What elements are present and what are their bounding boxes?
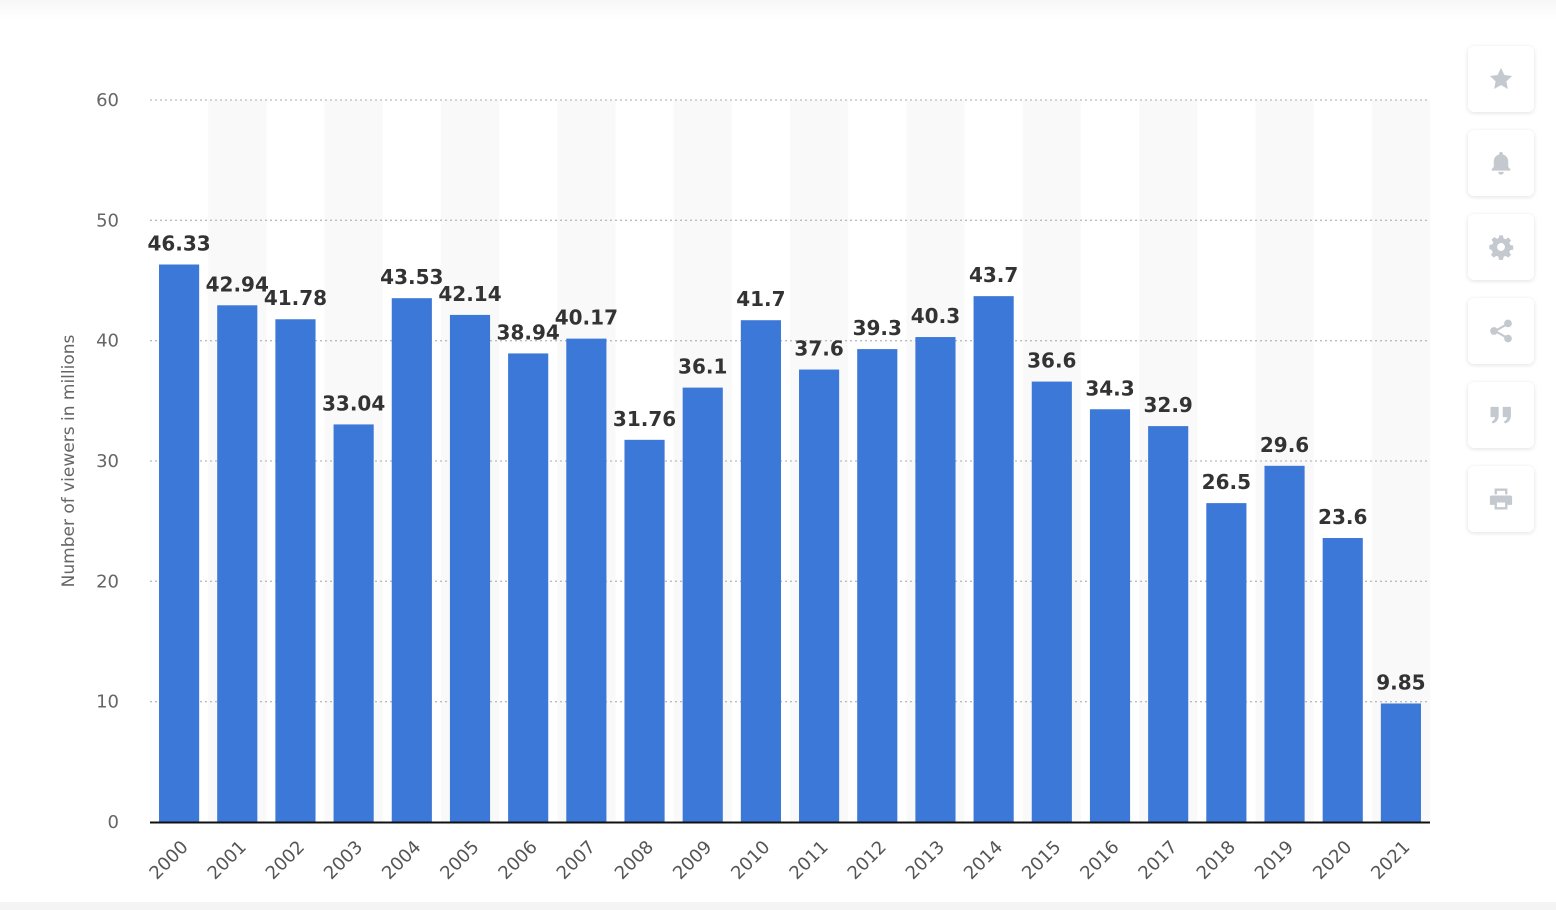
x-tick-label: 2018: [1193, 837, 1240, 884]
bar-2007[interactable]: [566, 338, 607, 822]
x-tick-label: 2003: [320, 837, 367, 884]
data-label: 41.7: [736, 287, 785, 311]
bar-2006[interactable]: [508, 353, 549, 822]
x-tick-label: 2012: [844, 837, 891, 884]
x-tick-label: 2019: [1251, 837, 1298, 884]
x-tick-label: 2005: [436, 837, 483, 884]
bar-2003[interactable]: [333, 424, 374, 822]
y-tick-label: 60: [96, 90, 119, 111]
x-tick-label: 2011: [785, 837, 832, 884]
bar-2011[interactable]: [799, 369, 840, 822]
data-label: 38.94: [497, 320, 560, 344]
x-tick-label: 2000: [145, 837, 192, 884]
bar-2005[interactable]: [449, 314, 491, 822]
y-tick-label: 10: [96, 692, 119, 713]
y-axis-ticks: 0 10 20 30 40 50 60: [96, 90, 119, 833]
bar-2001[interactable]: [217, 305, 258, 822]
data-label: 33.04: [322, 391, 385, 415]
data-label: 36.1: [678, 355, 727, 379]
bar-2015[interactable]: [1031, 381, 1072, 822]
y-tick-label: 30: [96, 451, 119, 472]
x-tick-label: 2007: [553, 837, 600, 884]
y-tick-label: 50: [96, 210, 119, 231]
top-shadow: [0, 0, 1556, 20]
bar-2014[interactable]: [973, 296, 1014, 823]
cite-button[interactable]: [1468, 382, 1534, 448]
x-tick-label: 2017: [1134, 837, 1181, 884]
x-tick-label: 2004: [378, 837, 425, 884]
bar-2002[interactable]: [275, 319, 316, 822]
data-label: 26.5: [1202, 470, 1251, 494]
share-icon: [1490, 319, 1512, 343]
bar-2000[interactable]: [159, 264, 200, 822]
bar-2016[interactable]: [1089, 409, 1131, 822]
data-label: 46.33: [147, 231, 210, 255]
data-label: 34.3: [1085, 376, 1134, 400]
data-label: 31.76: [613, 407, 676, 431]
quote-icon: [1490, 406, 1511, 424]
chart-toolbar: [1468, 46, 1536, 550]
data-label: 40.17: [555, 306, 618, 330]
x-tick-label: 2015: [1018, 837, 1065, 884]
share-button[interactable]: [1468, 298, 1534, 364]
x-axis-ticks: 2000 2001 2002 2003 2004 2005 2006 2007 2008 2009…: [145, 837, 1414, 884]
bottom-bar: [0, 902, 1556, 910]
data-label: 43.53: [380, 265, 443, 289]
x-tick-label: 2006: [494, 837, 541, 884]
data-label: 39.3: [853, 316, 902, 340]
data-label: 36.6: [1027, 349, 1076, 373]
favorite-button[interactable]: [1468, 46, 1534, 112]
data-label: 41.78: [264, 286, 327, 310]
data-label: 9.85: [1376, 670, 1425, 694]
data-label: 43.7: [969, 263, 1018, 287]
y-axis-label: Number of viewers in millions: [59, 334, 79, 587]
bar-2017[interactable]: [1148, 426, 1189, 822]
x-tick-label: 2010: [727, 837, 774, 884]
print-icon: [1489, 488, 1513, 510]
notification-button[interactable]: [1468, 130, 1534, 196]
bar-chart: 0 10 20 30 40 50 60 Number of viewers in milli…: [59, 90, 1430, 884]
data-label: 23.6: [1318, 505, 1367, 529]
bar-2021[interactable]: [1380, 703, 1421, 822]
bell-icon: [1491, 151, 1511, 175]
bar-2010[interactable]: [740, 320, 781, 822]
data-label: 42.14: [438, 282, 501, 306]
bar-2018[interactable]: [1206, 503, 1247, 822]
bar-2020[interactable]: [1322, 538, 1363, 822]
bar-2009[interactable]: [682, 387, 723, 822]
bar-2013[interactable]: [915, 337, 956, 822]
x-tick-label: 2009: [669, 837, 716, 884]
settings-button[interactable]: [1468, 214, 1534, 280]
x-tick-label: 2002: [262, 837, 309, 884]
x-tick-label: 2021: [1367, 837, 1414, 884]
print-button[interactable]: [1468, 466, 1534, 532]
y-tick-label: 40: [96, 331, 119, 352]
x-tick-label: 2001: [204, 837, 251, 884]
gridlines: [150, 99, 1430, 703]
bar-2008[interactable]: [624, 439, 665, 822]
bars: [159, 264, 1421, 823]
bar-2012[interactable]: [857, 349, 898, 822]
x-tick-label: 2016: [1076, 837, 1123, 884]
bar-2019[interactable]: [1264, 465, 1305, 822]
data-label: 40.3: [911, 304, 960, 328]
y-tick-label: 20: [96, 571, 119, 592]
x-tick-label: 2020: [1309, 837, 1356, 884]
x-tick-label: 2013: [902, 837, 949, 884]
data-label: 37.6: [794, 337, 843, 361]
bar-2004[interactable]: [391, 298, 432, 823]
star-icon: [1489, 67, 1513, 90]
x-tick-label: 2008: [611, 837, 658, 884]
data-label: 42.94: [206, 272, 269, 296]
y-tick-label: 0: [108, 812, 119, 833]
gear-icon: [1489, 235, 1514, 260]
data-label: 32.9: [1144, 393, 1193, 417]
x-tick-label: 2014: [960, 837, 1007, 884]
data-label: 29.6: [1260, 433, 1309, 457]
